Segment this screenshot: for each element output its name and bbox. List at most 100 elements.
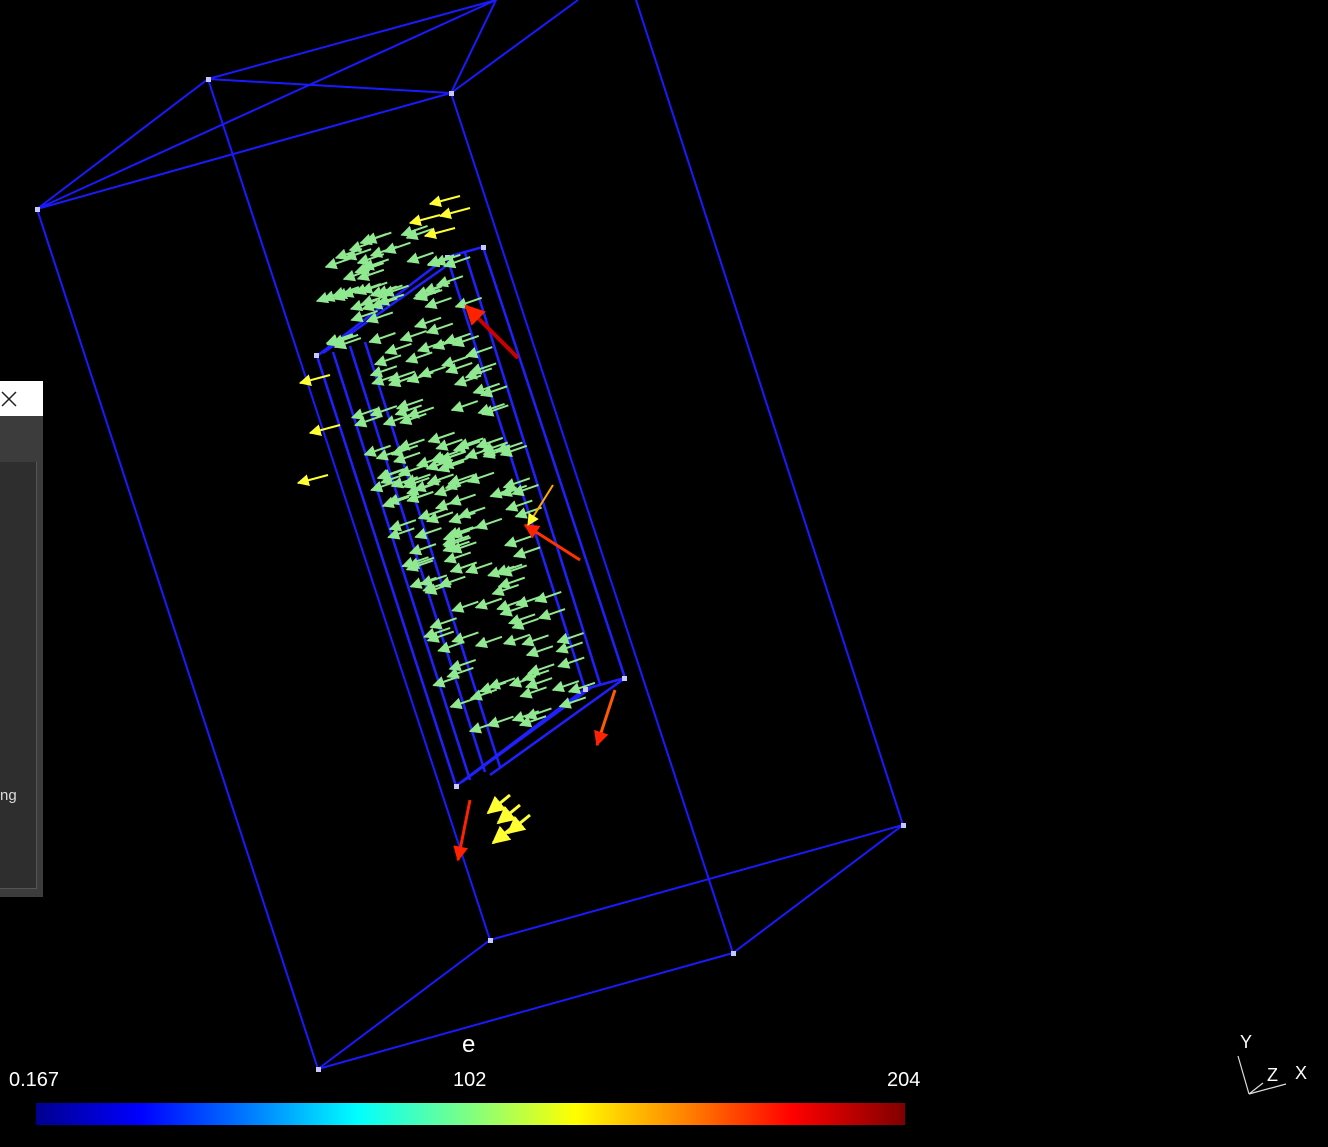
- vector-arrow: [369, 405, 398, 418]
- panel-header: [0, 381, 43, 416]
- vector-arrow: [437, 460, 465, 473]
- vector-arrow: [557, 656, 585, 669]
- vector-arrow: [406, 251, 434, 264]
- vector-arrow: [450, 400, 479, 413]
- vector-arrow: [443, 551, 472, 564]
- vector-arrow: [456, 437, 484, 450]
- colorbar-title: e: [462, 1031, 476, 1058]
- colorbar-min-label: 0.167: [9, 1069, 60, 1091]
- vector-arrow: [342, 269, 371, 282]
- vector-arrow: [451, 600, 479, 613]
- vector-arrow: [412, 288, 441, 301]
- vector-arrow: [478, 681, 507, 694]
- close-button[interactable]: [0, 381, 20, 416]
- vector-arrow: [375, 448, 404, 461]
- vector-arrow: [499, 444, 528, 457]
- vector-arrow: [368, 332, 396, 345]
- vector-arrow: [453, 374, 482, 387]
- vector-arrow: [511, 710, 540, 723]
- vector-arrow: [486, 715, 514, 728]
- vector-arrow: [496, 803, 521, 825]
- vector-arrow: [331, 286, 360, 299]
- vector-arrow: [452, 440, 481, 453]
- vector-arrow: [524, 677, 553, 690]
- vector-arrow: [527, 663, 555, 676]
- vector-arrow: [361, 299, 389, 312]
- vector-arrow: [464, 304, 520, 360]
- vector-arrow: [381, 495, 410, 509]
- vector-arrow: [435, 275, 464, 288]
- vector-arrow: [518, 715, 547, 728]
- colorbar-max-label: 204: [887, 1069, 921, 1091]
- vector-arrow: [469, 362, 497, 375]
- vector-arrow: [400, 225, 428, 238]
- vector-arrow: [479, 385, 508, 398]
- vector-arrow: [519, 686, 547, 699]
- vector-arrow: [474, 597, 503, 610]
- panel-content: ng: [0, 462, 37, 889]
- vector-arrow: [415, 455, 444, 468]
- vector-arrow: [486, 793, 511, 815]
- vector-arrow: [403, 473, 431, 486]
- vector-arrow: [491, 823, 516, 845]
- vector-arrow: [429, 617, 457, 630]
- vector-arrow: [556, 632, 584, 645]
- vector-arrow: [453, 799, 472, 862]
- vector-arrow: [417, 508, 446, 521]
- vector-arrow: [558, 696, 587, 709]
- vector-arrow: [399, 330, 427, 343]
- vector-arrow: [497, 576, 526, 589]
- vector-arrow: [521, 634, 549, 647]
- vector-arrow: [448, 659, 477, 672]
- vector-arrow: [413, 316, 442, 329]
- vector-arrow: [424, 296, 452, 310]
- vector-arrow: [405, 227, 434, 241]
- vector-arrow: [388, 519, 417, 532]
- vector-arrow: [446, 526, 474, 539]
- vector-arrow: [356, 268, 385, 281]
- vector-arrow: [406, 490, 434, 504]
- axis-z-label: Z: [1267, 1065, 1278, 1085]
- vector-arrow: [507, 613, 536, 626]
- vector-arrow: [406, 406, 435, 419]
- vector-arrow: [449, 526, 478, 539]
- vector-arrow: [511, 483, 539, 497]
- vector-arrow: [474, 635, 503, 648]
- vector-arrow: [423, 626, 451, 640]
- vector-arrow: [495, 563, 523, 576]
- vector-arrow: [414, 527, 442, 540]
- vector-arrow: [432, 675, 460, 688]
- vector-arrow: [521, 669, 550, 682]
- vector-arrow: [469, 688, 498, 701]
- vector-arrow: [534, 591, 562, 604]
- side-panel: ng: [0, 381, 43, 897]
- colorbar: [36, 1103, 905, 1125]
- vector-arrow: [523, 523, 581, 562]
- vector-arrow: [426, 254, 455, 267]
- vector-arrow: [344, 248, 372, 261]
- vector-arrow: [354, 262, 382, 275]
- vector-arrow: [354, 415, 382, 428]
- close-icon: [1, 391, 17, 407]
- vector-arrow: [448, 493, 476, 506]
- vector-arrow: [477, 403, 505, 416]
- vector-arrow: [397, 438, 425, 451]
- vector-arrow: [394, 404, 422, 417]
- vector-arrow: [427, 431, 455, 444]
- vector-arrow: [438, 575, 466, 588]
- vector-arrow: [594, 689, 617, 747]
- vector-arrow: [482, 446, 510, 459]
- vector-arrow: [423, 227, 456, 240]
- outer-box-wireframe: [36, 0, 904, 1070]
- vector-arrow: [537, 608, 566, 621]
- vector-arrow: [428, 195, 461, 208]
- vector-arrow: [438, 450, 467, 463]
- vector-arrow: [426, 630, 455, 643]
- vector-arrow: [502, 633, 531, 646]
- colorbar-mid-label: 102: [453, 1069, 487, 1091]
- vector-arrow: [375, 284, 403, 297]
- vector-arrow: [502, 477, 531, 490]
- vector-arrow: [448, 511, 476, 524]
- vector-arrow: [386, 492, 415, 506]
